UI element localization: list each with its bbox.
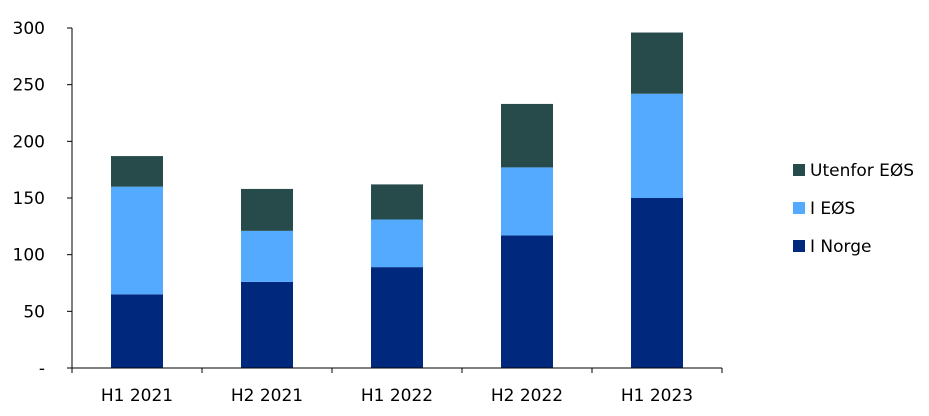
bar-segment-i-e-s [501,167,553,236]
x-tick-label: H2 2022 [491,386,563,406]
bar-segment-i-e-s [241,230,293,282]
y-tick-label: 150 [13,189,45,209]
legend-swatch-utenfor-e-s [793,164,805,176]
y-tick-label: 50 [23,302,45,322]
bar-segment-i-e-s [631,93,683,198]
y-tick-label: - [39,359,45,379]
bar-segment-i-e-s [371,219,423,268]
x-tick-label: H1 2022 [361,386,433,406]
bars-group [111,32,683,368]
legend: Utenfor EØS I EØS I Norge [793,161,914,257]
legend-swatch-i-norge [793,240,805,252]
bar-segment-utenfor-e-s [111,156,163,187]
x-ticks-group: H1 2021 H2 2021 H1 2022 H2 2022 H1 2023 [71,368,723,406]
bar-segment-i-e-s [111,186,163,295]
x-tick-label: H2 2021 [231,386,303,406]
legend-label-utenfor-e-s: Utenfor EØS [810,161,914,181]
bar-segment-i-norge [501,235,553,368]
legend-label-i-norge: I Norge [810,237,871,257]
y-tick-label: 250 [13,76,45,96]
legend-swatch-i-e-s [793,202,805,214]
x-tick-label: H1 2021 [101,386,173,406]
legend-label-i-e-s: I EØS [810,199,855,219]
x-tick-label: H1 2023 [621,386,693,406]
y-tick-label: 100 [13,246,45,266]
bar-segment-i-norge [111,294,163,368]
bar-segment-i-norge [371,267,423,368]
bar-segment-i-norge [241,281,293,368]
bar-segment-utenfor-e-s [501,103,553,168]
bar-segment-i-norge [631,198,683,368]
y-ticks-group: - 50 100 150 200 250 300 [13,19,72,379]
bar-segment-utenfor-e-s [371,184,423,220]
bar-segment-utenfor-e-s [631,32,683,94]
bar-segment-utenfor-e-s [241,188,293,231]
y-tick-label: 200 [13,132,45,152]
y-tick-label: 300 [13,19,45,39]
